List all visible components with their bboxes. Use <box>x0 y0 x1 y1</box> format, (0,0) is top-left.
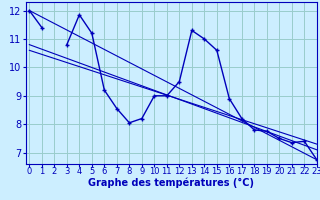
X-axis label: Graphe des températures (°C): Graphe des températures (°C) <box>88 178 254 188</box>
